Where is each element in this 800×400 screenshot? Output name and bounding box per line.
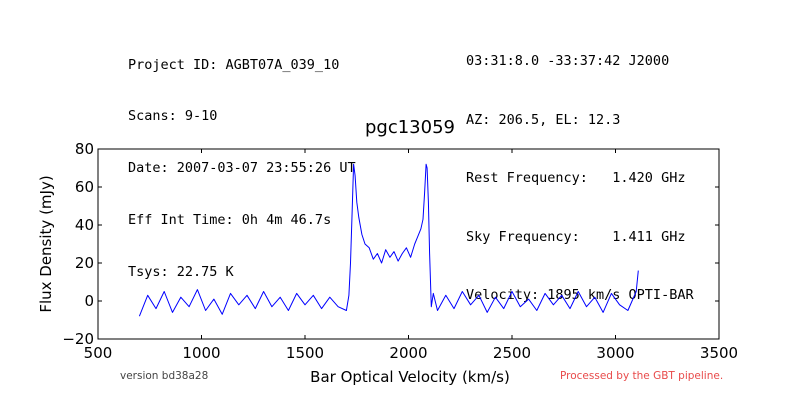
spectrum-line-0: [138, 163, 639, 317]
x-axis: 500 1000 1500 2000 2500 3000 3500: [84, 149, 738, 362]
eff-int-time-line: Eff Int Time: 0h 4m 46.7s: [128, 212, 332, 229]
x-tick-label: 1000: [182, 344, 220, 362]
y-tick-label: 0: [84, 292, 94, 310]
rest-frequency-line: Rest Frequency: 1.420 GHz: [466, 170, 686, 186]
date-line: Date: 2007-03-07 23:55:26 UT: [128, 160, 356, 177]
x-tick-label: 2000: [389, 344, 427, 362]
scans-line: Scans: 9-10: [128, 108, 218, 125]
x-tick-label: 500: [84, 344, 113, 362]
version-label: version bd38a28: [120, 370, 209, 382]
y-tick-label: 20: [75, 254, 94, 272]
project-id-line: Project ID: AGBT07A_039_10: [128, 56, 340, 73]
y-tick-label: 60: [75, 178, 94, 196]
x-tick-label: 2500: [493, 344, 531, 362]
chart-title: pgc13059: [365, 117, 455, 138]
x-tick-label: 1500: [286, 344, 324, 362]
tsys-line: Tsys: 22.75 K: [128, 264, 234, 281]
plot-layer: [138, 163, 639, 317]
y-tick-label: −20: [62, 330, 94, 348]
header-left-block: Project ID: AGBT07A_039_10 Scans: 9-10 D…: [128, 22, 356, 299]
header-right-block: 03:31:8.0 -33:37:42 J2000 AZ: 206.5, EL:…: [466, 13, 694, 325]
x-axis-label: Bar Optical Velocity (km/s): [310, 368, 510, 386]
x-tick-label: 3000: [596, 344, 634, 362]
processed-label: Processed by the GBT pipeline.: [560, 370, 724, 382]
y-tick-label: 80: [75, 140, 94, 158]
coordinates-line: 03:31:8.0 -33:37:42 J2000: [466, 53, 670, 69]
y-tick-label: 40: [75, 216, 94, 234]
velocity-line: Velocity: 1895 km/s OPTI-BAR: [466, 287, 694, 303]
x-tick-label: 3500: [700, 344, 738, 362]
az-el-line: AZ: 206.5, EL: 12.3: [466, 111, 621, 128]
y-axis-label: Flux Density (mJy): [37, 175, 55, 312]
y-axis: −20 0 20 40 60 80: [62, 140, 719, 348]
sky-frequency-line: Sky Frequency: 1.411 GHz: [466, 228, 686, 245]
plot-frame: [97, 148, 720, 340]
